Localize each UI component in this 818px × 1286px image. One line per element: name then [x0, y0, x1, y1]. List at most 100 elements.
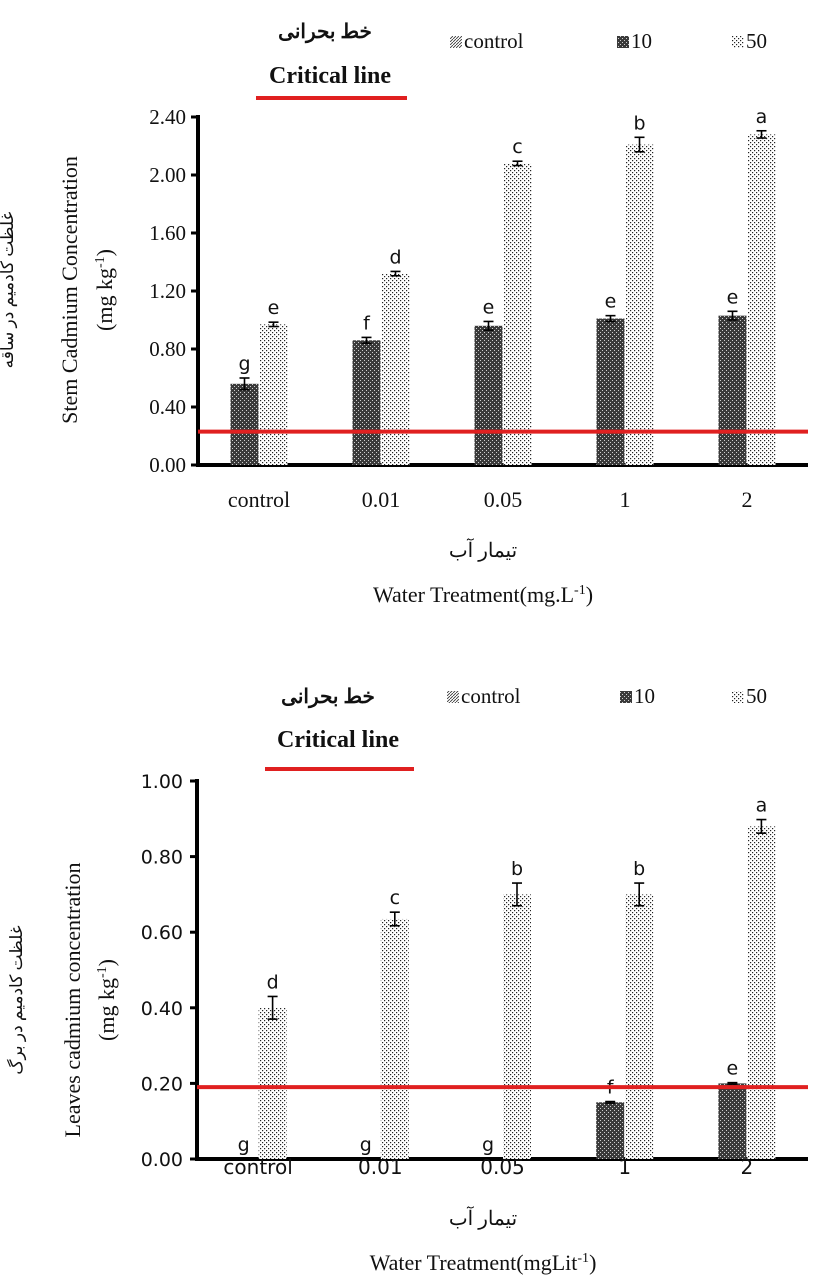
- x-tick-label: control: [223, 1155, 292, 1179]
- bar-10-0.01: [352, 340, 381, 465]
- bar-50-0.01: [381, 273, 410, 465]
- legend-label-50: 50: [746, 29, 767, 53]
- y-unit-close: ): [92, 249, 117, 256]
- significance-letter-10-2: e: [727, 286, 739, 308]
- x-label-superscript: -1: [574, 583, 586, 598]
- bar-10-2: [718, 315, 747, 465]
- significance-letter-50-0.01: d: [389, 246, 401, 268]
- y-axis-label-en: Leaves cadmium concentration: [60, 863, 85, 1138]
- chart-2: خط بحرانی Critical line control 10 50 0.00 0.2…: [6, 684, 808, 1275]
- significance-letter-50-0.01: c: [390, 887, 400, 909]
- y-tick-label: 0.40: [149, 395, 186, 419]
- significance-letter-50-1: b: [633, 858, 645, 880]
- x-label-text: Water Treatment(mgLit: [370, 1250, 578, 1275]
- significance-letter-50-0.05: c: [512, 136, 522, 158]
- bar-50-control: [258, 1007, 287, 1159]
- significance-letter-10-0.01: g: [360, 1134, 372, 1156]
- chart-1: خط بحرانی Critical line control 10 50 0.00 0.4…: [0, 21, 808, 607]
- y-tick-label: 1.20: [149, 279, 186, 303]
- y-axis-label-en: Stem Cadmium Concentration: [57, 156, 82, 424]
- significance-letter-50-2: a: [756, 106, 768, 128]
- y-axis-label-fa: غلظت کادمیم در ساقه: [0, 212, 18, 369]
- bar-50-2: [747, 134, 776, 465]
- x-label-text: Water Treatment(mg.L: [373, 582, 574, 607]
- x-axis-label-en: Water Treatment(mgLit-1): [370, 1250, 597, 1275]
- y-unit-superscript: -1: [95, 966, 110, 978]
- y-unit-text: (mg kg: [92, 268, 117, 331]
- y-axis-unit: (mg kg-1): [94, 959, 119, 1041]
- bar-50-1: [625, 894, 654, 1159]
- y-unit-superscript: -1: [93, 256, 108, 268]
- significance-letter-50-1: b: [633, 112, 645, 134]
- significance-letter-50-control: d: [267, 971, 279, 993]
- significance-letter-10-0.05: g: [482, 1134, 494, 1156]
- x-axis-label-en: Water Treatment(mg.L-1): [373, 582, 593, 607]
- x-tick-label: control: [228, 487, 290, 512]
- significance-letter-50-control: e: [268, 297, 280, 319]
- y-tick-label: 0.00: [149, 453, 186, 477]
- y-tick-label: 0.40: [141, 998, 183, 1020]
- x-label-close: ): [589, 1250, 596, 1275]
- critical-line-label-en: Critical line: [269, 63, 391, 89]
- bar-50-2: [747, 826, 776, 1159]
- legend-swatch-control: [447, 691, 459, 703]
- y-tick-label: 0.00: [141, 1149, 183, 1171]
- legend-swatch-10: [617, 36, 629, 48]
- y-tick-label: 1.00: [141, 771, 183, 793]
- legend-swatch-50: [732, 691, 744, 703]
- legend-label-10: 10: [631, 29, 652, 53]
- significance-letter-50-2: a: [756, 795, 768, 817]
- x-tick-label: 0.05: [484, 487, 523, 512]
- y-tick-label: 2.40: [149, 105, 186, 129]
- legend-label-50: 50: [746, 684, 767, 708]
- x-tick-label: 1: [618, 1155, 631, 1179]
- y-tick-label: 1.60: [149, 221, 186, 245]
- x-label-superscript: -1: [577, 1251, 589, 1266]
- bar-50-1: [625, 144, 654, 466]
- bar-50-0.05: [503, 163, 532, 465]
- x-tick-label: 2: [742, 487, 753, 512]
- y-tick-label: 2.00: [149, 163, 186, 187]
- bar-50-control: [259, 324, 288, 465]
- bar-50-0.05: [503, 894, 531, 1159]
- legend-label-control: control: [464, 29, 524, 53]
- critical-line-label-fa: خط بحرانی: [278, 21, 372, 44]
- y-tick-label: 0.20: [141, 1073, 183, 1095]
- bar-10-1: [596, 1102, 625, 1159]
- x-tick-label: 0.01: [362, 487, 401, 512]
- significance-letter-10-control: g: [238, 353, 250, 375]
- bar-10-2: [718, 1083, 747, 1159]
- bar-10-0.05: [474, 325, 503, 465]
- x-tick-label: 2: [741, 1155, 754, 1179]
- significance-letter-50-0.05: b: [511, 858, 523, 880]
- legend-swatch-10: [620, 691, 632, 703]
- y-unit-close: ): [94, 959, 119, 966]
- y-unit-text: (mg kg: [94, 978, 119, 1041]
- legend-swatch-50: [732, 36, 744, 48]
- x-tick-label: 1: [620, 487, 631, 512]
- bar-10-control: [230, 383, 259, 465]
- significance-letter-10-0.05: e: [483, 296, 495, 318]
- legend-swatch-control: [450, 36, 462, 48]
- bar-50-0.01: [380, 918, 409, 1159]
- y-axis-label-fa: غلظت کادمیم در برگ: [6, 925, 27, 1075]
- y-tick-label: 0.80: [141, 847, 183, 869]
- y-axis-unit: (mg kg-1): [92, 249, 117, 331]
- significance-letter-10-control: g: [238, 1134, 250, 1156]
- x-tick-label: 0.05: [480, 1155, 525, 1179]
- legend-label-10: 10: [634, 684, 655, 708]
- bar-10-1: [596, 318, 625, 465]
- y-tick-label: 0.60: [141, 922, 183, 944]
- x-label-close: ): [586, 582, 593, 607]
- critical-line-label-fa: خط بحرانی: [281, 686, 375, 709]
- critical-line-label-en: Critical line: [277, 727, 399, 753]
- legend-label-control: control: [461, 684, 521, 708]
- significance-letter-10-0.01: f: [363, 312, 371, 334]
- x-tick-label: 0.01: [358, 1155, 403, 1179]
- x-axis-label-fa: تیمار آب: [449, 538, 517, 562]
- significance-letter-10-2: e: [727, 1058, 739, 1080]
- significance-letter-10-1: e: [605, 291, 617, 313]
- y-tick-label: 0.80: [149, 337, 186, 361]
- x-axis-label-fa: تیمار آب: [449, 1206, 517, 1230]
